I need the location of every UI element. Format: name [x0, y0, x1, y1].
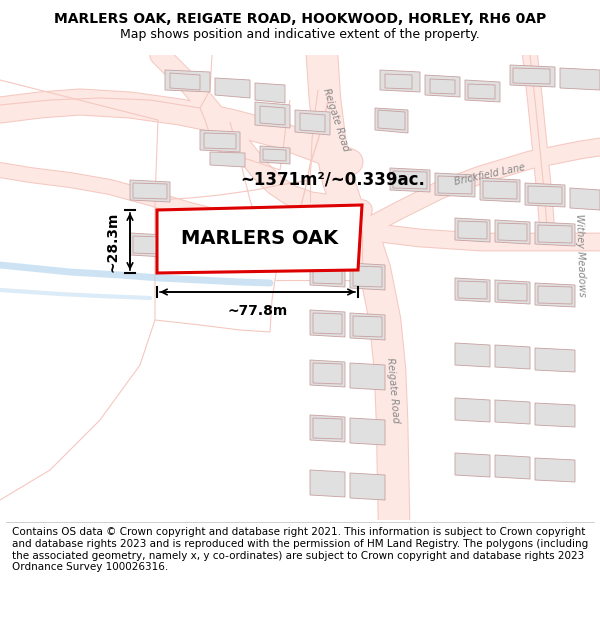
Polygon shape: [350, 263, 385, 290]
Polygon shape: [390, 168, 430, 192]
Polygon shape: [260, 106, 285, 125]
Polygon shape: [538, 286, 572, 304]
Polygon shape: [535, 348, 575, 372]
Polygon shape: [455, 218, 490, 242]
Polygon shape: [204, 133, 236, 149]
Polygon shape: [495, 400, 530, 424]
Polygon shape: [535, 283, 575, 307]
Polygon shape: [525, 183, 565, 207]
Polygon shape: [263, 149, 286, 161]
Polygon shape: [310, 470, 345, 497]
Polygon shape: [513, 68, 550, 84]
Polygon shape: [480, 178, 520, 202]
Polygon shape: [455, 453, 490, 477]
Polygon shape: [535, 403, 575, 427]
Polygon shape: [260, 146, 290, 164]
Polygon shape: [455, 398, 490, 422]
Polygon shape: [483, 181, 517, 199]
Polygon shape: [130, 180, 170, 202]
Polygon shape: [510, 65, 555, 87]
Polygon shape: [455, 343, 490, 367]
Text: Contains OS data © Crown copyright and database right 2021. This information is : Contains OS data © Crown copyright and d…: [12, 528, 588, 572]
Polygon shape: [310, 260, 345, 287]
Text: Map shows position and indicative extent of the property.: Map shows position and indicative extent…: [120, 28, 480, 41]
Polygon shape: [350, 473, 385, 500]
Polygon shape: [295, 110, 330, 135]
Polygon shape: [310, 360, 345, 387]
Polygon shape: [528, 186, 562, 204]
Polygon shape: [133, 236, 162, 254]
Polygon shape: [200, 130, 240, 152]
Text: MARLERS OAK: MARLERS OAK: [181, 229, 338, 249]
Polygon shape: [495, 220, 530, 244]
Text: Reigate Road: Reigate Road: [385, 357, 401, 423]
Polygon shape: [468, 84, 495, 99]
Polygon shape: [353, 316, 382, 337]
Polygon shape: [385, 74, 412, 89]
Polygon shape: [438, 176, 472, 194]
Polygon shape: [165, 70, 210, 92]
Polygon shape: [430, 79, 455, 94]
Polygon shape: [458, 221, 487, 239]
Polygon shape: [498, 283, 527, 301]
Text: ~1371m²/~0.339ac.: ~1371m²/~0.339ac.: [240, 171, 425, 189]
Text: Reigate Road: Reigate Road: [321, 88, 351, 152]
Polygon shape: [393, 171, 427, 189]
Text: Brickfield Lane: Brickfield Lane: [454, 162, 526, 188]
Polygon shape: [535, 222, 575, 246]
Polygon shape: [380, 70, 420, 92]
Polygon shape: [350, 363, 385, 390]
Polygon shape: [255, 83, 285, 103]
Polygon shape: [313, 263, 342, 284]
Polygon shape: [495, 280, 530, 304]
Polygon shape: [130, 233, 165, 257]
Polygon shape: [310, 310, 345, 337]
Polygon shape: [455, 278, 490, 302]
Polygon shape: [157, 205, 362, 273]
Polygon shape: [560, 68, 600, 90]
Polygon shape: [495, 455, 530, 479]
Polygon shape: [350, 418, 385, 445]
Polygon shape: [465, 80, 500, 102]
Text: ~28.3m: ~28.3m: [106, 211, 120, 272]
Polygon shape: [170, 73, 200, 90]
Polygon shape: [133, 183, 167, 199]
Polygon shape: [210, 152, 245, 167]
Polygon shape: [350, 313, 385, 340]
Polygon shape: [378, 110, 405, 130]
Polygon shape: [255, 102, 290, 128]
Text: MARLERS OAK, REIGATE ROAD, HOOKWOOD, HORLEY, RH6 0AP: MARLERS OAK, REIGATE ROAD, HOOKWOOD, HOR…: [54, 12, 546, 26]
Polygon shape: [535, 458, 575, 482]
Polygon shape: [300, 113, 325, 132]
Polygon shape: [215, 78, 250, 98]
Polygon shape: [498, 223, 527, 241]
Text: ~77.8m: ~77.8m: [227, 304, 287, 318]
Text: Withey Meadows: Withey Meadows: [574, 213, 586, 297]
Polygon shape: [313, 363, 342, 384]
Polygon shape: [538, 225, 572, 243]
Polygon shape: [313, 313, 342, 334]
Polygon shape: [353, 266, 382, 287]
Polygon shape: [425, 75, 460, 97]
Polygon shape: [570, 188, 600, 210]
Polygon shape: [495, 345, 530, 369]
Polygon shape: [310, 415, 345, 442]
Polygon shape: [458, 281, 487, 299]
Polygon shape: [375, 108, 408, 133]
Polygon shape: [435, 173, 475, 197]
Polygon shape: [313, 418, 342, 439]
